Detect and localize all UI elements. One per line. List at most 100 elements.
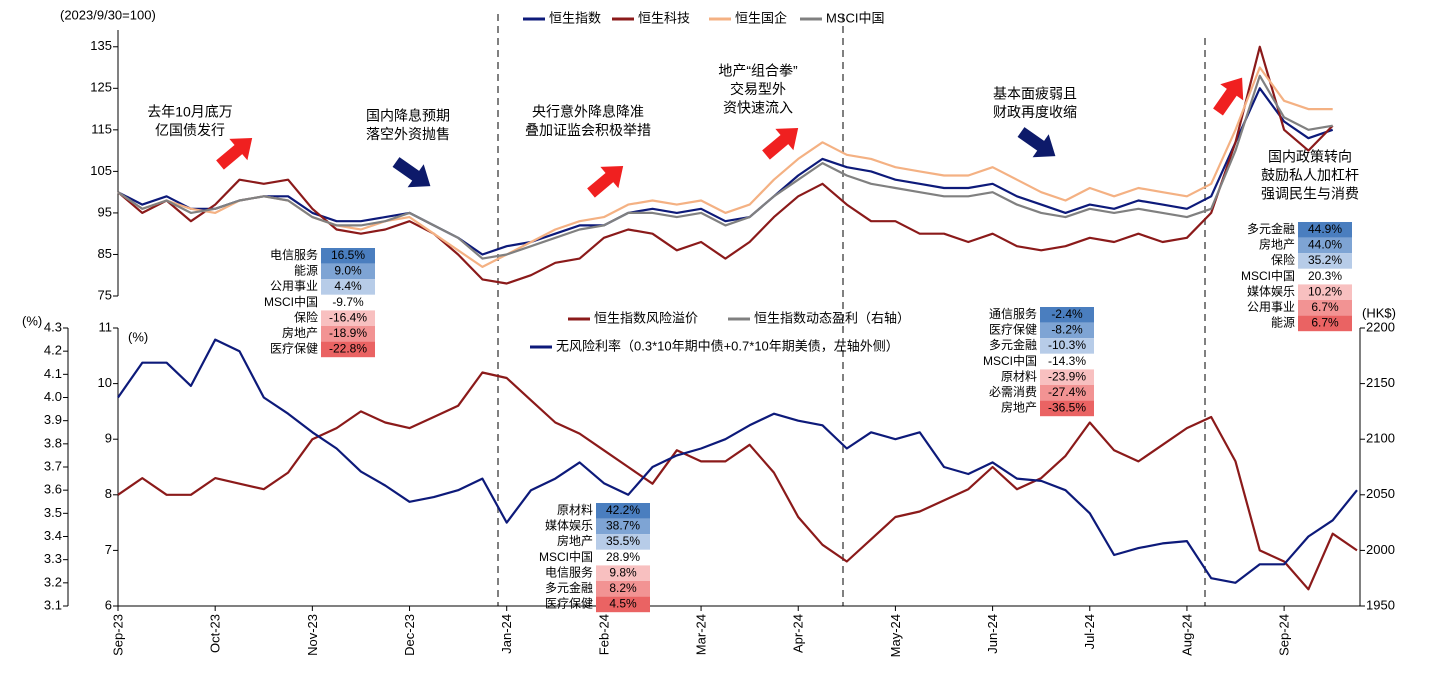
x-tick-label: Oct-23 [208, 614, 223, 653]
y2-tick-label: 2200 [1366, 319, 1395, 334]
annotation: 强调民生与消费 [1261, 186, 1359, 202]
y3-axis-label: (%) [22, 313, 42, 328]
y-tick-label: 125 [90, 80, 112, 95]
x-tick-label: Jun-24 [985, 614, 1000, 654]
cell-label: 医疗保健 [989, 323, 1037, 337]
cell-value: -9.7% [332, 295, 364, 309]
y2-tick-label: 2100 [1366, 431, 1395, 446]
cell-value: 20.3% [1308, 269, 1342, 283]
up-arrow [762, 128, 799, 160]
heat-cell [1298, 253, 1352, 269]
heat-cell [1298, 300, 1352, 316]
cell-value: 6.7% [1311, 300, 1339, 314]
legend-label: 恒生指数风险溢价 [594, 310, 698, 325]
x-tick-label: Aug-24 [1179, 614, 1194, 656]
y-tick-label: 135 [90, 38, 112, 53]
legend-label: 恒生国企 [735, 10, 787, 25]
cell-value: -18.9% [329, 326, 367, 340]
cell-label: 多元金融 [545, 580, 593, 595]
y3-tick-label: 3.5 [44, 505, 62, 520]
cell-value: -22.8% [329, 342, 367, 356]
legend-label: 恒生科技 [638, 10, 690, 25]
cell-label: 电信服务 [545, 564, 593, 579]
cell-value: 35.5% [606, 534, 640, 548]
annotation: 基本面疲弱且 [993, 86, 1077, 102]
cell-value: 6.7% [1311, 316, 1339, 330]
annotation: 资快速流入 [723, 100, 793, 116]
down-arrow [1017, 127, 1056, 158]
series-line [117, 74, 1333, 260]
cell-value: 44.0% [1308, 238, 1342, 252]
y3-tick-label: 3.7 [44, 458, 62, 473]
cell-value: 16.5% [331, 248, 365, 262]
cell-value: 38.7% [606, 519, 640, 533]
heat-cell [321, 279, 375, 295]
y3-tick-label: 3.3 [44, 551, 62, 566]
heat-cell [1298, 237, 1352, 254]
cell-label: MSCI中国 [264, 294, 318, 309]
legend-label: 恒生指数 [549, 10, 601, 25]
cell-label: 通信服务 [989, 306, 1037, 321]
y2-axis-label: (HK$) [1362, 305, 1396, 320]
heat-cell [1040, 307, 1094, 323]
cell-label: 保险 [294, 309, 318, 324]
series-line [117, 338, 1358, 584]
x-tick-label: Feb-24 [596, 614, 611, 655]
y3-tick-label: 4.3 [44, 319, 62, 334]
cell-label: MSCI中国 [983, 353, 1037, 368]
y2-tick-label: 1950 [1366, 597, 1395, 612]
cell-label: 医疗保健 [545, 597, 593, 611]
y-tick-label: 10 [98, 375, 112, 390]
annotation: 地产“组合拳” [718, 63, 798, 79]
cell-label: 原材料 [1001, 369, 1037, 383]
heat-cell [321, 341, 375, 358]
y3-tick-label: 3.1 [44, 597, 62, 612]
heat-cell [596, 518, 650, 535]
annotation: 财政再度收缩 [993, 104, 1077, 120]
series-line [117, 371, 1358, 591]
heat-cell [321, 310, 375, 326]
x-tick-label: Sep-24 [1277, 614, 1292, 656]
y-tick-label: 11 [99, 319, 113, 334]
annotation: 央行意外降息降准 [532, 104, 644, 120]
y-axis-label: (2023/9/30=100) [60, 7, 156, 22]
heat-cell [321, 326, 375, 342]
y3-tick-label: 4.1 [44, 366, 62, 381]
cell-label: 房地产 [1001, 400, 1037, 415]
axes [67, 30, 1361, 607]
y-tick-label: 95 [98, 204, 112, 219]
x-tick-label: May-24 [888, 614, 903, 657]
annotation: 叠加证监会积极举措 [525, 122, 651, 138]
y3-tick-label: 4.0 [44, 389, 62, 404]
y-tick-label: 6 [105, 597, 112, 612]
cell-value: 35.2% [1308, 253, 1342, 267]
heat-cell [1040, 353, 1094, 370]
y-tick-label: 7 [105, 542, 112, 557]
cell-value: 9.8% [609, 565, 637, 579]
y3-tick-label: 3.8 [44, 435, 62, 450]
heat-cell [1298, 222, 1352, 238]
heat-cell [321, 263, 375, 280]
annotation: 落空外资抛售 [366, 126, 450, 142]
cell-value: 8.2% [609, 581, 637, 595]
cell-label: MSCI中国 [1241, 268, 1295, 283]
y-tick-label: 85 [98, 246, 112, 261]
cell-value: -36.5% [1048, 401, 1086, 415]
cell-value: -14.3% [1048, 354, 1086, 368]
y2-tick-label: 2050 [1366, 486, 1395, 501]
cell-value: -2.4% [1051, 307, 1083, 321]
cell-label: 房地产 [282, 325, 318, 340]
cell-label: 能源 [1271, 316, 1295, 330]
legend-label: 无风险利率（0.3*10年期中债+0.7*10年期美债，左轴外侧） [556, 338, 899, 353]
heat-cell [1040, 369, 1094, 385]
cell-value: -27.4% [1048, 385, 1086, 399]
down-arrow [392, 157, 431, 188]
y2-tick-label: 2150 [1366, 375, 1395, 390]
cell-label: 公用事业 [1247, 300, 1295, 314]
cell-label: 多元金融 [989, 337, 1037, 352]
y3-tick-label: 3.9 [44, 412, 62, 427]
heat-cell [596, 565, 650, 581]
annotation: 鼓励私人加杠杆 [1261, 167, 1359, 183]
x-tick-label: Jan-24 [499, 614, 514, 654]
